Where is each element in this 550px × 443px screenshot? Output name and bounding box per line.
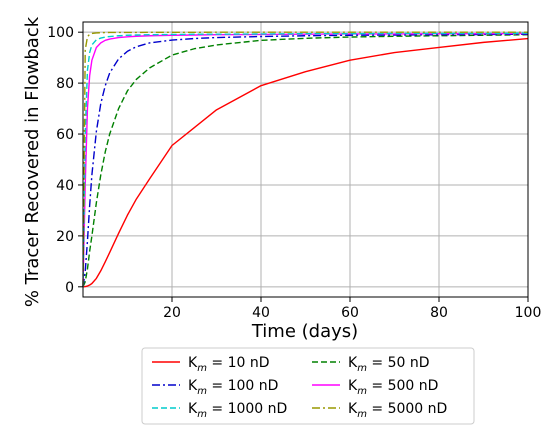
series-line-1 xyxy=(82,34,529,288)
legend-box xyxy=(141,347,475,425)
legend-label-5: Km = 5000 nD xyxy=(348,401,447,420)
series-line-5 xyxy=(82,31,528,287)
y-tick-label: 60 xyxy=(56,127,74,143)
y-tick-label: 40 xyxy=(56,178,74,194)
legend-label-0: Km = 10 nD xyxy=(188,355,270,374)
legend-label-3: Km = 500 nD xyxy=(348,378,438,397)
axis-ticks: 20 40 60 80 100 0 20 40 60 80 100 xyxy=(47,25,541,321)
y-tick-label: 80 xyxy=(56,76,74,92)
series-line-2 xyxy=(82,33,529,287)
x-tick-label: 80 xyxy=(430,305,448,321)
series-line-0 xyxy=(82,37,529,288)
y-tick-label: 100 xyxy=(47,25,74,41)
x-tick-label: 20 xyxy=(163,305,181,321)
series-line-4 xyxy=(82,32,529,287)
legend: Km = 10 nD Km = 50 nD Km = 100 nD Km = 500 … xyxy=(141,347,475,425)
legend-label-4: Km = 1000 nD xyxy=(188,401,287,420)
plot-area-frame xyxy=(82,21,529,298)
x-tick-label: 100 xyxy=(515,305,542,321)
y-tick-label: 0 xyxy=(65,280,74,296)
y-tick-label: 20 xyxy=(56,229,74,245)
x-tick-label: 60 xyxy=(341,305,359,321)
legend-label-2: Km = 100 nD xyxy=(188,378,278,397)
x-tick-label: 40 xyxy=(252,305,270,321)
grid-lines xyxy=(83,22,529,297)
x-axis-title: Time (days) xyxy=(251,321,358,342)
y-axis-title: % Tracer Recovered in Flowback xyxy=(22,16,43,307)
series-lines xyxy=(82,31,529,288)
legend-label-1: Km = 50 nD xyxy=(348,355,430,374)
